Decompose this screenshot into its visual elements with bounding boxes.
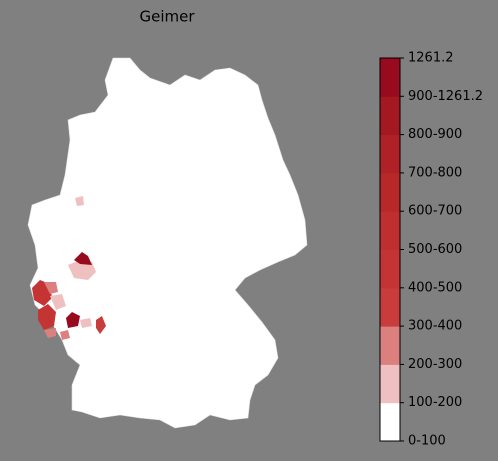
colorbar-label: 400-500 <box>408 280 462 295</box>
colorbar-segment <box>380 287 400 327</box>
colorbar-segment <box>380 249 400 289</box>
colorbar-label: 100-200 <box>408 395 462 410</box>
colorbar-segment <box>380 211 400 250</box>
colorbar-segment <box>380 326 400 365</box>
colorbar-label: 700-800 <box>408 165 462 180</box>
colorbar-label: 0-100 <box>408 434 446 449</box>
country-outline <box>27 57 308 429</box>
colorbar-label: 1261.2 <box>408 51 454 66</box>
colorbar-label: 300-400 <box>408 319 462 334</box>
region <box>38 304 56 330</box>
region <box>80 318 92 328</box>
colorbar-label: 200-300 <box>408 357 462 372</box>
region <box>60 330 70 340</box>
region <box>50 294 66 310</box>
region <box>75 196 84 206</box>
colorbar-label: 500-600 <box>408 242 462 257</box>
colorbar-segment <box>380 172 400 212</box>
region <box>68 260 96 280</box>
colorbar-segment <box>380 402 400 442</box>
colorbar-segment <box>380 96 400 136</box>
colorbar-label: 900-1261.2 <box>408 89 483 104</box>
region <box>96 316 106 334</box>
colorbar: 0-100 100-200 200-300 300-400 400-500 500-600… <box>379 51 483 449</box>
region <box>44 328 56 338</box>
colorbar-segment <box>380 134 400 174</box>
region <box>44 282 58 294</box>
germany-map <box>27 57 308 429</box>
map-title: Geimer <box>139 8 195 26</box>
colorbar-label: 800-900 <box>408 127 462 142</box>
colorbar-segment <box>380 58 400 97</box>
region <box>66 312 80 328</box>
colorbar-label: 600-700 <box>408 204 462 219</box>
region <box>74 252 92 265</box>
colorbar-segment <box>380 364 400 404</box>
